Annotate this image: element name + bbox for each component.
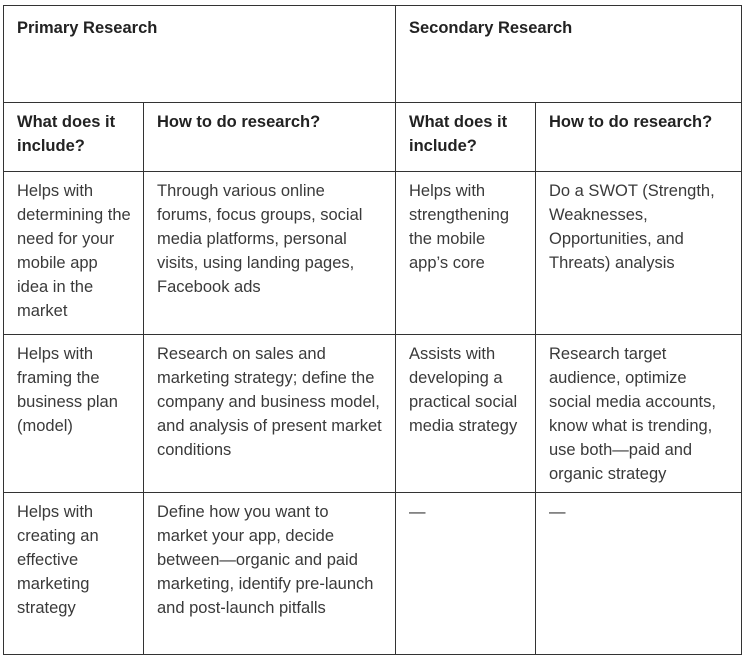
- secondary-research-header: Secondary Research: [394, 5, 743, 103]
- cell-text: Helps with framing the business plan (mo…: [17, 345, 118, 435]
- table-header-row: Primary Research Secondary Research: [3, 5, 743, 103]
- table-cell: Define how you want to market your app, …: [143, 492, 396, 655]
- cell-text: Helps with creating an effective marketi…: [17, 503, 99, 617]
- table-row: Helps with creating an effective marketi…: [3, 492, 743, 655]
- primary-how-header: How to do research?: [143, 102, 396, 172]
- table-cell: Helps with strengthening the mobile app’…: [395, 171, 536, 335]
- primary-research-header: Primary Research: [3, 5, 396, 103]
- cell-text: Define how you want to market your app, …: [157, 503, 374, 617]
- table-cell: Research on sales and marketing strategy…: [143, 334, 396, 493]
- cell-text: Helps with strengthening the mobile app’…: [409, 182, 509, 272]
- table-cell: Helps with determining the need for your…: [3, 171, 144, 335]
- cell-text: Helps with determining the need for your…: [17, 182, 131, 320]
- table-cell: Do a SWOT (Strength, Weaknesses, Opportu…: [534, 171, 743, 335]
- table-row: Helps with framing the business plan (mo…: [3, 334, 743, 493]
- secondary-how-header: How to do research?: [534, 102, 743, 172]
- secondary-include-header: What does it include?: [395, 102, 536, 172]
- cell-text: Research target audience, optimize socia…: [549, 345, 716, 483]
- primary-include-header: What does it include?: [3, 102, 144, 172]
- cell-text: —: [549, 503, 566, 521]
- table-cell: —: [395, 492, 536, 655]
- column-header: What does it include?: [409, 113, 508, 155]
- secondary-research-title: Secondary Research: [409, 19, 573, 37]
- column-header: What does it include?: [17, 113, 116, 155]
- cell-text: —: [409, 503, 426, 521]
- cell-text: Through various online forums, focus gro…: [157, 182, 363, 296]
- table-cell: Assists with developing a practical soci…: [395, 334, 536, 493]
- cell-text: Do a SWOT (Strength, Weaknesses, Opportu…: [549, 182, 715, 272]
- table-cell: Through various online forums, focus gro…: [143, 171, 396, 335]
- table-cell: Helps with creating an effective marketi…: [3, 492, 144, 655]
- table-cell: —: [534, 492, 743, 655]
- primary-research-title: Primary Research: [17, 19, 158, 37]
- table-subheader-row: What does it include? How to do research…: [3, 102, 743, 172]
- column-header: How to do research?: [549, 113, 713, 131]
- cell-text: Assists with developing a practical soci…: [409, 345, 518, 435]
- research-table: Primary Research Secondary Research What…: [3, 5, 743, 655]
- table-cell: Research target audience, optimize socia…: [534, 334, 743, 493]
- column-header: How to do research?: [157, 113, 321, 131]
- table-row: Helps with determining the need for your…: [3, 171, 743, 335]
- table-cell: Helps with framing the business plan (mo…: [3, 334, 144, 493]
- cell-text: Research on sales and marketing strategy…: [157, 345, 382, 459]
